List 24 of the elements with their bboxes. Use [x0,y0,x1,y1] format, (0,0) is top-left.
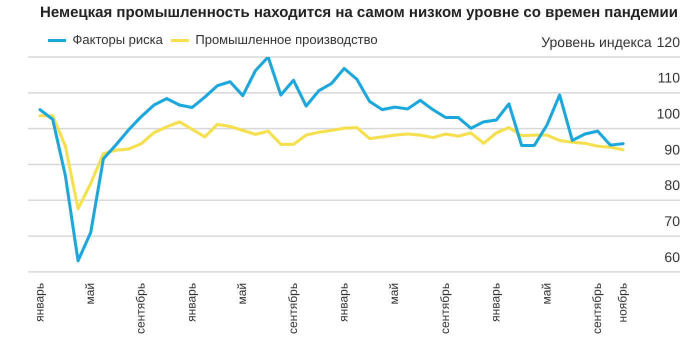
chart-title: Немецкая промышленность находится на самом низком уровне со времен пандемии [40,4,678,22]
y-tick-label: 100 [656,105,680,122]
x-tick-label: январь [488,282,503,322]
x-tick-label: сентябрь [134,282,148,334]
x-tick-label: январь [32,282,46,322]
legend-label: Факторы риска [72,32,164,48]
x-tick-label: май [83,282,98,305]
x-tick-label: сентябрь [438,282,452,334]
y-tick-label: 70 [664,212,680,229]
x-tick-label: май [539,282,554,305]
y-tick-label: 90 [664,141,680,158]
legend-label: Промышленное производство [195,32,378,48]
x-tick-label: январь [336,282,350,322]
y-tick-label: 60 [664,248,680,265]
y-tick-label: 120 [656,34,680,50]
y-tick-label: 110 [658,70,680,86]
x-tick-label: сентябрь [590,282,604,334]
x-tick-label: май [235,282,250,305]
x-tick-label: сентябрь [286,282,300,334]
x-tick-label: январь [184,282,198,322]
y-tick-label: 80 [664,177,680,194]
x-tick-label: май [387,282,402,305]
x-tick-label: ноябрь [615,282,630,323]
y-axis-title: Уровень индекса [541,34,652,50]
